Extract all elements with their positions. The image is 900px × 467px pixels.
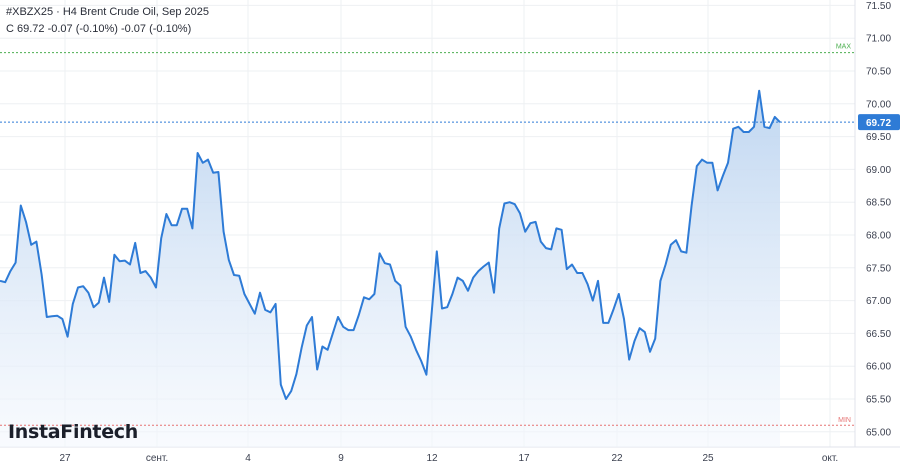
y-tick-label: 68.00	[866, 231, 891, 242]
brand-logo: InstaFintech	[8, 421, 138, 443]
y-tick-label: 67.00	[866, 296, 891, 307]
instrument-title: #XBZX25 · H4 Brent Crude Oil, Sep 2025	[6, 6, 209, 18]
x-tick-label: окт.	[822, 453, 838, 464]
min-label: MIN	[838, 417, 851, 424]
x-axis: 27 сент. 4 9 12 17 22 25 окт.	[59, 453, 838, 464]
y-tick-label: 70.00	[866, 99, 891, 110]
quote-line: C 69.72 -0.07 (-0.10%) -0.07 (-0.10%)	[6, 23, 192, 35]
x-tick-label: 9	[338, 453, 344, 464]
price-area	[0, 90, 780, 447]
x-tick-label: 4	[245, 453, 251, 464]
y-tick-label: 70.50	[866, 67, 891, 78]
y-tick-label: 69.00	[866, 165, 891, 176]
y-tick-label: 65.50	[866, 395, 891, 406]
y-tick-label: 67.50	[866, 263, 891, 274]
y-axis: 71.50 71.00 70.50 70.00 69.50 69.00 68.50 68.00…	[866, 1, 891, 438]
y-tick-label: 66.00	[866, 362, 891, 373]
y-tick-label: 71.00	[866, 34, 891, 45]
price-line	[0, 89, 781, 400]
last-price-badge: 69.72	[858, 114, 900, 131]
last-price-value: 69.72	[866, 118, 891, 129]
x-tick-label: 22	[611, 453, 623, 464]
x-tick-label: 25	[702, 453, 714, 464]
y-tick-label: 68.50	[866, 198, 891, 209]
x-tick-label: сент.	[146, 453, 168, 464]
last-price-badge-bg	[858, 114, 900, 131]
y-tick-label: 65.00	[866, 427, 891, 438]
reference-lines: MAX MIN	[0, 44, 855, 426]
y-tick-label: 69.50	[866, 132, 891, 143]
max-label: MAX	[836, 44, 852, 51]
x-tick-label: 17	[518, 453, 530, 464]
y-tick-label: 66.50	[866, 329, 891, 340]
x-tick-label: 27	[59, 453, 71, 464]
x-tick-label: 12	[426, 453, 438, 464]
chart-header: #XBZX25 · H4 Brent Crude Oil, Sep 2025 C…	[6, 4, 209, 38]
y-tick-label: 71.50	[866, 1, 891, 12]
